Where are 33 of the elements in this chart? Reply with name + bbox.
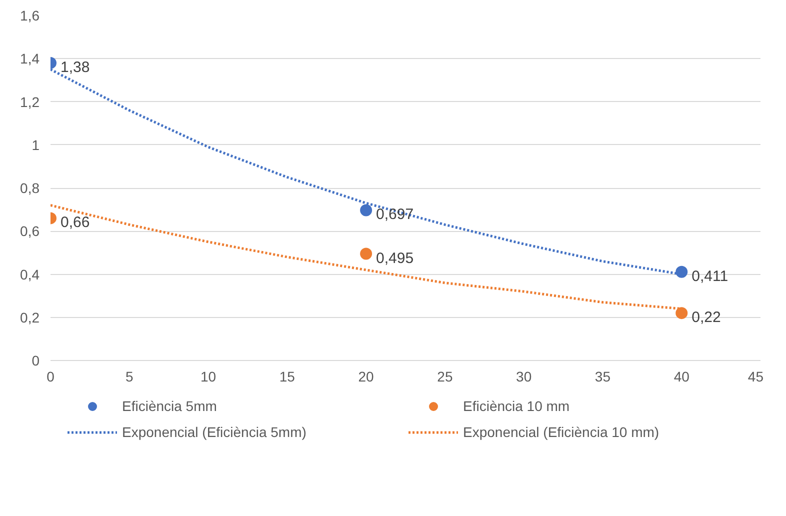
x-tick-label: 10 — [200, 368, 216, 384]
x-tick-label: 45 — [748, 368, 764, 384]
data-label: 0,66 — [60, 214, 90, 232]
y-tick-label: 0,8 — [20, 180, 40, 196]
y-tick-label: 1 — [32, 136, 40, 153]
legend-label: Eficiència 5mm — [122, 398, 218, 414]
data-label: 0,697 — [376, 206, 414, 224]
y-tick-label: 1,4 — [20, 50, 40, 67]
x-tick-label: 20 — [358, 368, 374, 384]
x-tick-label: 5 — [125, 368, 134, 384]
point — [676, 307, 688, 320]
x-tick-label: 40 — [674, 368, 690, 384]
legend-label: Exponencial (Eficiència 5mm) — [122, 424, 308, 440]
x-tick-label: 35 — [594, 368, 611, 384]
point — [676, 266, 688, 278]
data-label: 0,22 — [692, 309, 721, 326]
y-tick-label: 1,2 — [20, 94, 40, 110]
legend-label: Exponencial (Eficiència 10 mm) — [463, 424, 660, 440]
data-label: 1,38 — [60, 58, 90, 76]
y-tick-label: 0,2 — [20, 309, 40, 326]
x-tick-label: 15 — [279, 368, 296, 384]
point — [360, 248, 372, 260]
x-tick-label: 30 — [516, 368, 532, 384]
x-tick-label: 0 — [46, 368, 55, 384]
y-tick-label: 0,6 — [20, 223, 40, 240]
data-label: 0,411 — [692, 268, 728, 285]
x-tick-label: 25 — [437, 368, 453, 384]
y-tick-label: 0 — [32, 352, 40, 368]
data-label: 0,495 — [376, 250, 414, 267]
point — [360, 204, 372, 216]
legend-label: Eficiència 10 mm — [463, 398, 571, 414]
y-tick-label: 1,6 — [20, 8, 40, 24]
y-tick-label: 0,4 — [20, 266, 40, 282]
